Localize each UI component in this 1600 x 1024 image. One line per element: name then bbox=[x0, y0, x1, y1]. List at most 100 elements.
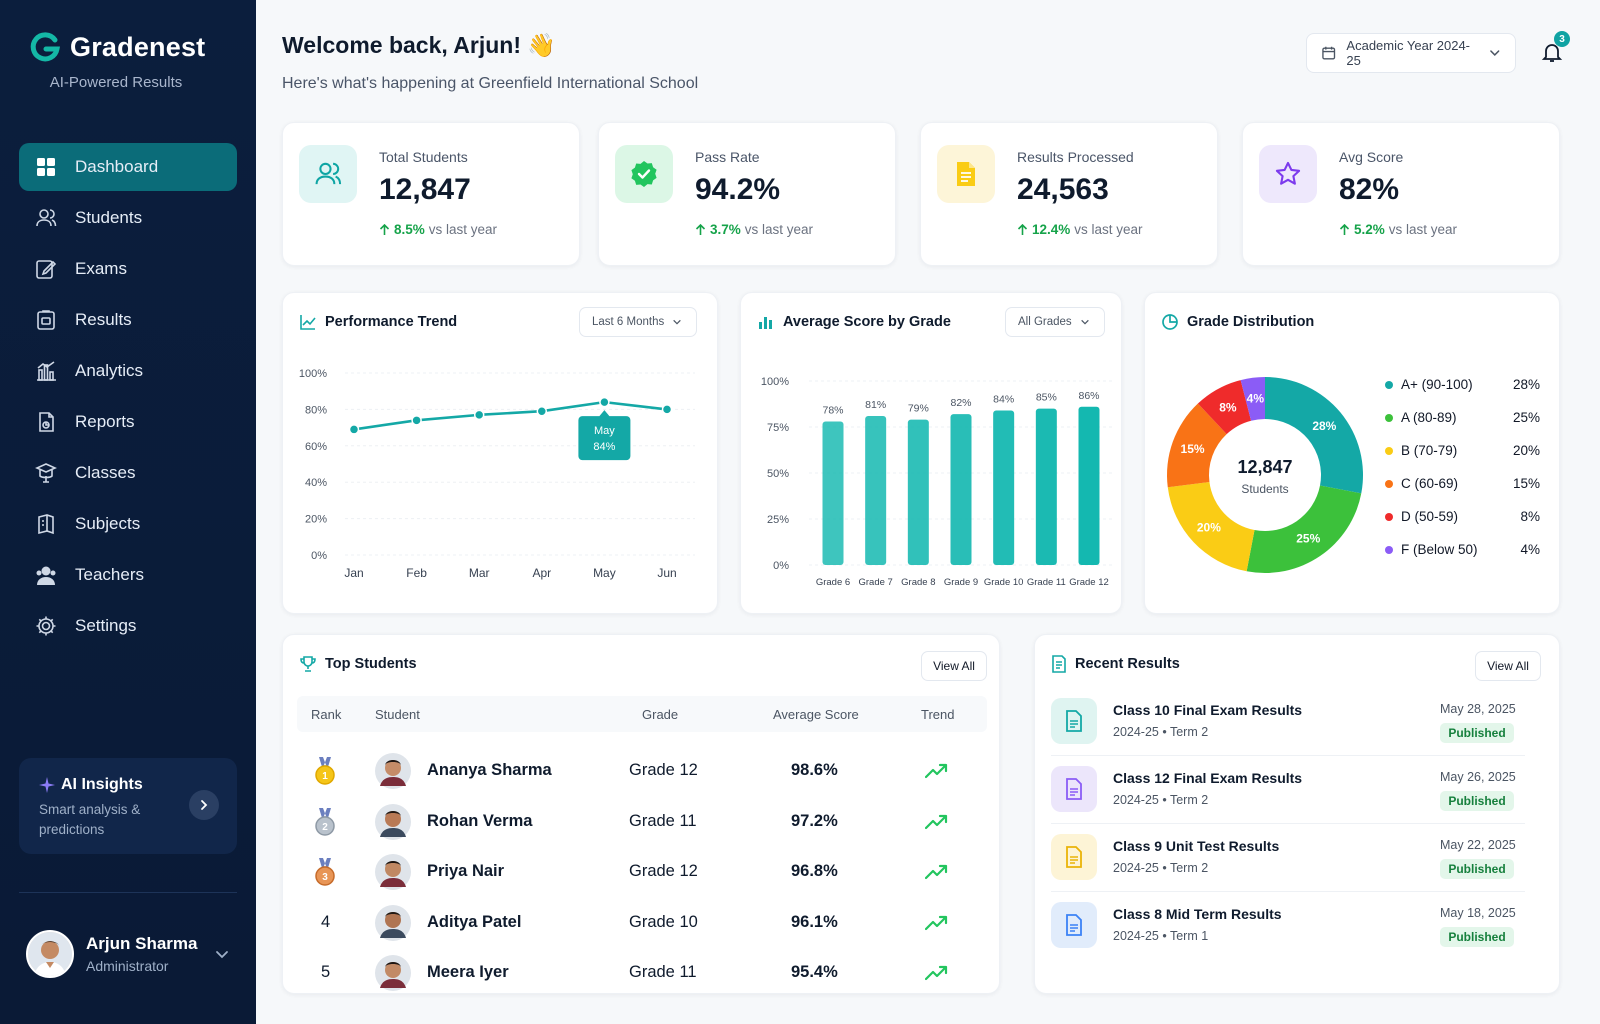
table-header bbox=[297, 696, 987, 732]
sidebar-item-reports[interactable]: Reports bbox=[19, 398, 237, 446]
list-divider bbox=[1051, 823, 1525, 824]
legend-value: 15% bbox=[1512, 476, 1540, 491]
sidebar-item-subjects[interactable]: Subjects bbox=[19, 500, 237, 548]
document-icon bbox=[1066, 778, 1082, 800]
sidebar-item-results[interactable]: Results bbox=[19, 296, 237, 344]
legend-swatch bbox=[1385, 479, 1393, 488]
sidebar-item-teachers[interactable]: Teachers bbox=[19, 551, 237, 599]
sidebar-item-students[interactable]: Students bbox=[19, 194, 237, 242]
classes-icon bbox=[35, 463, 57, 483]
avatar bbox=[375, 803, 411, 840]
legend-value: 25% bbox=[1512, 410, 1540, 425]
list-item[interactable]: Class 8 Mid Term Results 2024-25 • Term 1… bbox=[1035, 899, 1561, 967]
rank-number: 1 bbox=[322, 771, 328, 782]
bar-value-label: 79% bbox=[908, 403, 929, 415]
stat-change-suffix: vs last year bbox=[1388, 222, 1458, 237]
arrow-up-icon bbox=[1017, 223, 1028, 235]
panel-title: Recent Results bbox=[1051, 655, 1180, 673]
chevron-down-icon bbox=[1080, 319, 1089, 325]
table-row[interactable]: 5 Meera Iyer Grade 11 95.4% bbox=[283, 949, 1001, 999]
y-tick-label: 40% bbox=[305, 477, 327, 489]
slice-label: 20% bbox=[1197, 521, 1221, 535]
document-icon bbox=[957, 162, 975, 186]
panel-title: Top Students bbox=[299, 655, 417, 673]
x-tick-label: Grade 11 bbox=[1027, 577, 1066, 588]
rank-number: 3 bbox=[322, 872, 328, 883]
avatar-hair bbox=[385, 911, 401, 918]
legend-value: 8% bbox=[1520, 509, 1540, 524]
bell-icon[interactable] bbox=[1540, 40, 1564, 64]
legend-item: D (50-59) 8% bbox=[1385, 509, 1540, 524]
data-point bbox=[599, 396, 610, 408]
table-row[interactable]: 3 Priya Nair Grade 12 96.8% bbox=[283, 848, 1001, 898]
table-row[interactable]: 2 Rohan Verma Grade 11 97.2% bbox=[283, 798, 1001, 848]
table-row[interactable]: 4 Aditya Patel Grade 10 96.1% bbox=[283, 899, 1001, 949]
list-item[interactable]: Class 10 Final Exam Results 2024-25 • Ter… bbox=[1035, 695, 1561, 763]
ai-insights-open-button[interactable] bbox=[189, 790, 219, 820]
stat-change-suffix: vs last year bbox=[744, 222, 814, 237]
ai-insights-card[interactable]: AI Insights Smart analysis & predictions bbox=[19, 758, 237, 854]
avatar-face bbox=[385, 861, 401, 877]
avatar-hair bbox=[385, 861, 401, 867]
users-icon bbox=[315, 162, 342, 185]
avatar-face bbox=[385, 962, 401, 978]
bar bbox=[950, 414, 972, 565]
sidebar-item-label: Students bbox=[75, 208, 143, 227]
grade-filter-dropdown[interactable]: All Grades bbox=[1005, 307, 1105, 337]
sidebar-nav: Dashboard Students Exams Results Analyti… bbox=[19, 143, 237, 653]
student-name: Meera Iyer bbox=[427, 963, 509, 981]
result-date: May 18, 2025 bbox=[1440, 906, 1516, 920]
x-tick-label: Grade 8 bbox=[901, 577, 935, 588]
bar-value-label: 81% bbox=[865, 399, 886, 411]
tooltip-month: May bbox=[594, 425, 615, 437]
academic-year-select[interactable]: Academic Year 2024-25 bbox=[1306, 33, 1516, 73]
bar-value-label: 82% bbox=[950, 397, 971, 409]
trend-up-icon bbox=[925, 864, 948, 880]
legend-label: C (60-69) bbox=[1401, 476, 1459, 491]
top-students-view-all-button[interactable]: View All bbox=[921, 651, 987, 681]
period-filter-dropdown[interactable]: Last 6 Months bbox=[579, 307, 697, 337]
x-tick-label: Grade 9 bbox=[944, 577, 978, 588]
sidebar-item-analytics[interactable]: Analytics bbox=[19, 347, 237, 395]
stat-card-total-students: Total Students 12,847 8.5% vs last year bbox=[282, 122, 580, 266]
trend-up-icon bbox=[925, 915, 948, 930]
user-role: Administrator bbox=[86, 958, 169, 974]
legend-swatch bbox=[1385, 512, 1393, 521]
slice-label: 8% bbox=[1219, 401, 1237, 415]
donut-center-value: 12,847 bbox=[1237, 457, 1292, 477]
donut-slice bbox=[1167, 403, 1227, 488]
grade-bar-chart: 0% 25% 50% 75% 100% 78% Grade 6 81% Grade 7 79% Gr… bbox=[761, 376, 1113, 588]
x-tick-label: Jun bbox=[657, 566, 676, 580]
result-icon-box bbox=[1051, 766, 1097, 812]
result-term: 2024-25 • Term 2 bbox=[1113, 861, 1209, 875]
grade-filter-value: All Grades bbox=[1018, 316, 1072, 328]
x-tick-label: Grade 6 bbox=[816, 577, 850, 588]
sidebar-item-classes[interactable]: Classes bbox=[19, 449, 237, 497]
y-tick-label: 50% bbox=[767, 468, 789, 480]
student-grade: Grade 11 bbox=[629, 811, 697, 830]
trend-up-icon bbox=[925, 965, 948, 981]
sidebar-item-exams[interactable]: Exams bbox=[19, 245, 237, 293]
recent-results-view-all-button[interactable]: View All bbox=[1475, 651, 1541, 681]
brand[interactable]: Gradenest bbox=[28, 30, 205, 64]
stat-icon-box bbox=[615, 145, 673, 203]
tooltip-box bbox=[578, 410, 631, 461]
sidebar-item-dashboard[interactable]: Dashboard bbox=[19, 143, 237, 191]
table-row[interactable]: 1 Ananya Sharma Grade 12 98.6% bbox=[283, 747, 1001, 797]
sidebar: Gradenest AI-Powered Results Dashboard S… bbox=[0, 0, 256, 1024]
avatar-body bbox=[380, 928, 406, 938]
sidebar-item-settings[interactable]: Settings bbox=[19, 602, 237, 650]
user-profile[interactable]: Arjun Sharma Administrator bbox=[26, 930, 236, 978]
grade-donut-chart: 28% 25% 20% 15% 8% 4% 12,847 Students bbox=[1167, 377, 1363, 573]
student-name: Priya Nair bbox=[427, 862, 505, 880]
ai-insights-subtitle: Smart analysis & predictions bbox=[39, 802, 141, 837]
list-item[interactable]: Class 9 Unit Test Results 2024-25 • Term … bbox=[1035, 831, 1561, 899]
avatar-hair bbox=[385, 962, 401, 968]
data-point bbox=[473, 409, 485, 421]
list-item[interactable]: Class 12 Final Exam Results 2024-25 • Ter… bbox=[1035, 763, 1561, 831]
chevron-down-icon[interactable] bbox=[214, 946, 230, 962]
doc-outline bbox=[1066, 778, 1082, 800]
column-header-student: Student bbox=[375, 707, 420, 722]
stat-card-pass-rate: Pass Rate 94.2% 3.7% vs last year bbox=[598, 122, 896, 266]
bronze-medal-icon: 3 bbox=[315, 858, 335, 886]
